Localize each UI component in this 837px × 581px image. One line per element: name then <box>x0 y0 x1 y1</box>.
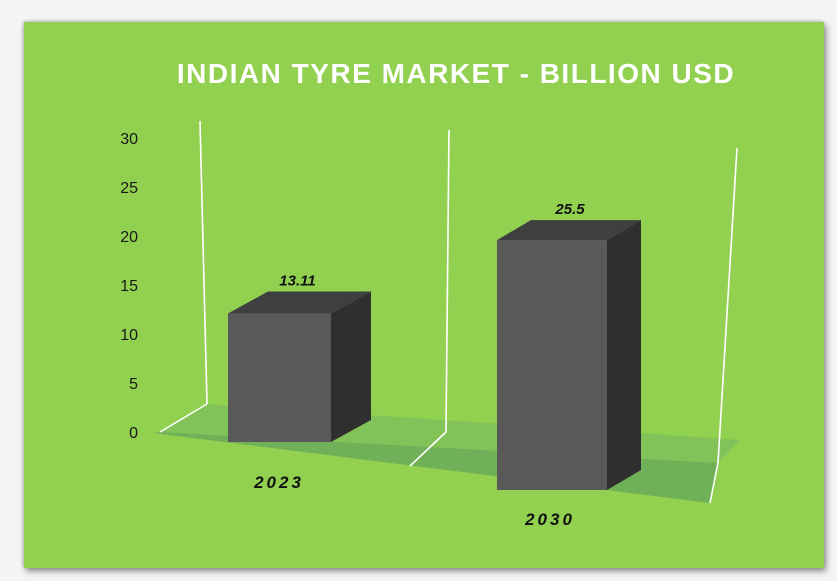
y-axis-ticks: 0 5 10 15 20 25 30 <box>120 131 138 442</box>
bars: 13.11 25.5 <box>228 201 641 490</box>
chart-walls <box>159 120 738 504</box>
wall-line <box>409 431 447 467</box>
bar-side <box>331 291 371 442</box>
wall-line <box>709 462 719 504</box>
bar <box>228 313 331 442</box>
y-tick-label: 5 <box>129 376 138 393</box>
wall-line <box>199 120 208 405</box>
data-label: 25.5 <box>554 201 585 218</box>
x-tick-label: 2030 <box>524 510 575 529</box>
chart-title: INDIAN TYRE MARKET - BILLION USD <box>177 58 735 89</box>
x-tick-label: 2023 <box>253 473 304 492</box>
bar-top <box>228 291 371 314</box>
wall-line <box>717 147 738 464</box>
wall-line <box>159 403 208 433</box>
bar-side <box>607 220 641 490</box>
wall-line <box>445 129 450 433</box>
y-tick-label: 20 <box>120 229 138 246</box>
bar <box>497 240 607 490</box>
y-tick-label: 30 <box>120 131 138 148</box>
y-tick-label: 10 <box>120 327 138 344</box>
y-tick-label: 0 <box>129 425 138 442</box>
x-axis-labels: 2023 2030 <box>253 473 575 529</box>
bar-top <box>497 220 641 241</box>
data-label: 13.11 <box>279 273 315 290</box>
y-tick-label: 25 <box>120 180 138 197</box>
y-tick-label: 15 <box>120 278 138 295</box>
